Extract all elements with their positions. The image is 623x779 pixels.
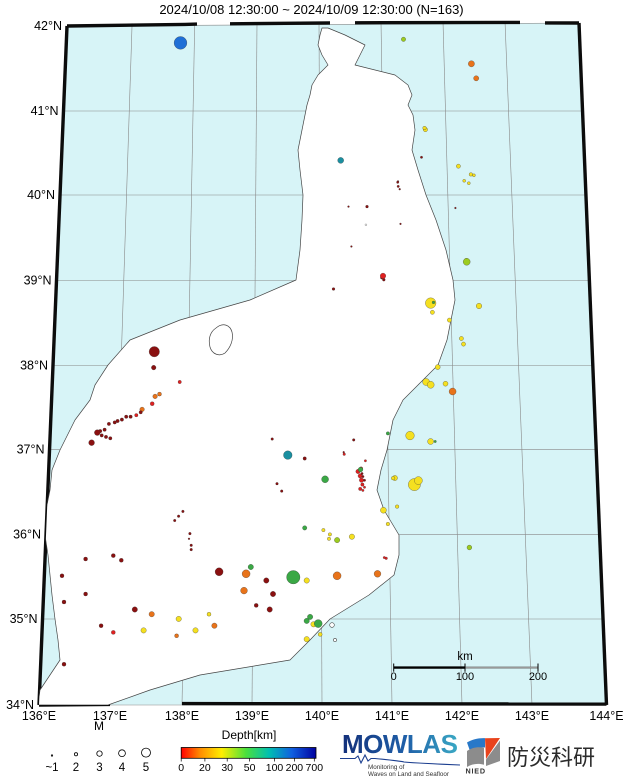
svg-text:NIED: NIED: [466, 767, 486, 776]
svg-text:M: M: [94, 719, 104, 733]
svg-text:136°E: 136°E: [22, 709, 56, 723]
svg-text:0: 0: [391, 671, 397, 683]
svg-text:143°E: 143°E: [515, 709, 549, 723]
svg-text:42°N: 42°N: [34, 19, 62, 33]
svg-text:3: 3: [96, 762, 102, 774]
svg-text:MOWLAS: MOWLAS: [342, 729, 458, 759]
svg-text:36°N: 36°N: [13, 528, 41, 542]
svg-text:141°E: 141°E: [375, 709, 409, 723]
svg-text:100: 100: [266, 762, 284, 774]
svg-text:139°E: 139°E: [235, 709, 269, 723]
svg-text:~1: ~1: [45, 762, 58, 774]
svg-text:144°E: 144°E: [589, 709, 623, 723]
svg-text:200: 200: [529, 671, 547, 683]
svg-text:0: 0: [178, 762, 184, 774]
svg-text:138°E: 138°E: [165, 709, 199, 723]
svg-text:Depth[km]: Depth[km]: [222, 728, 277, 742]
svg-text:41°N: 41°N: [31, 104, 59, 118]
svg-text:37°N: 37°N: [17, 443, 45, 457]
svg-text:40°N: 40°N: [27, 188, 55, 202]
svg-text:100: 100: [456, 671, 474, 683]
svg-text:700: 700: [306, 762, 324, 774]
svg-text:2: 2: [73, 762, 79, 774]
svg-text:142°E: 142°E: [445, 709, 479, 723]
svg-text:39°N: 39°N: [24, 274, 52, 288]
svg-text:Monitoring of: Monitoring of: [368, 764, 405, 771]
svg-text:30: 30: [221, 762, 233, 774]
svg-text:140°E: 140°E: [305, 709, 339, 723]
svg-text:Waves on Land and Seafloor: Waves on Land and Seafloor: [368, 771, 449, 778]
svg-text:200: 200: [286, 762, 304, 774]
svg-text:km: km: [457, 651, 472, 663]
svg-text:5: 5: [143, 762, 149, 774]
svg-text:4: 4: [119, 762, 126, 774]
svg-text:防災科研: 防災科研: [507, 745, 595, 770]
svg-text:50: 50: [244, 762, 256, 774]
svg-text:38°N: 38°N: [20, 359, 48, 373]
svg-text:35°N: 35°N: [10, 612, 38, 626]
svg-text:20: 20: [199, 762, 211, 774]
